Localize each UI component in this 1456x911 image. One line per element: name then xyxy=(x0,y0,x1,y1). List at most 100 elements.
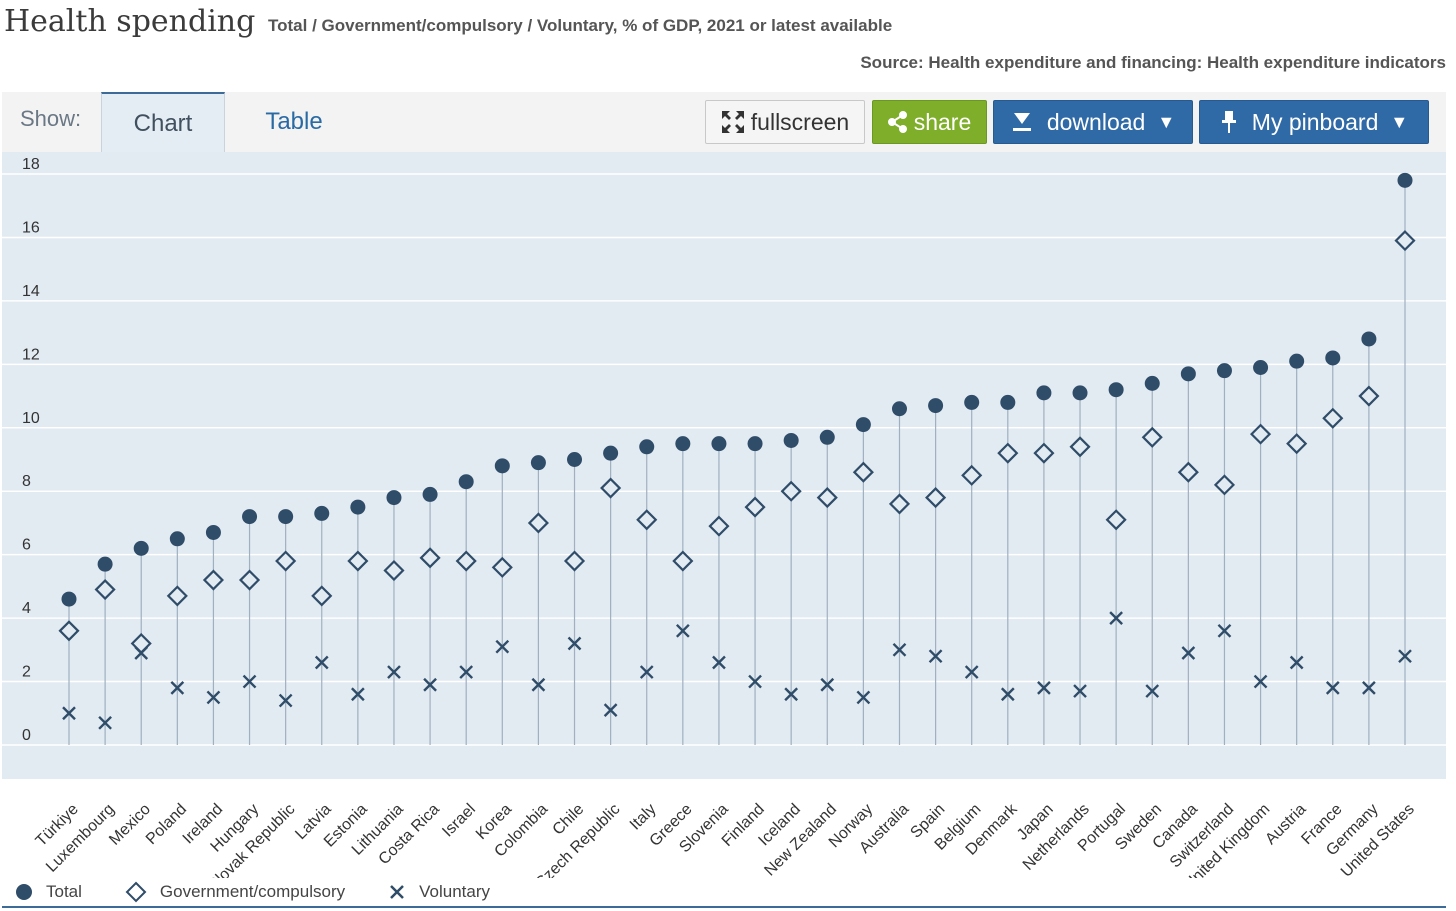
government-point xyxy=(491,556,513,578)
government-point xyxy=(1105,509,1127,531)
government-point xyxy=(744,496,766,518)
government-point xyxy=(1141,426,1163,448)
voluntary-point xyxy=(278,693,293,708)
total-point xyxy=(61,591,77,607)
y-tick-label: 10 xyxy=(22,410,40,427)
y-tick-label: 14 xyxy=(22,283,40,300)
y-tick-label: 2 xyxy=(22,664,31,681)
government-point xyxy=(1250,423,1272,445)
voluntary-point xyxy=(98,715,112,730)
government-point xyxy=(1033,442,1055,464)
pin-icon xyxy=(1220,110,1238,134)
total-point xyxy=(97,556,113,572)
share-label: share xyxy=(913,109,972,135)
government-point xyxy=(1069,436,1091,458)
voluntary-point xyxy=(1109,611,1123,625)
source-link[interactable]: Source: Health expenditure and financing… xyxy=(860,53,1446,72)
government-point xyxy=(202,569,224,591)
total-point xyxy=(1325,350,1341,366)
voluntary-point xyxy=(242,674,257,689)
government-point xyxy=(780,480,802,502)
voluntary-point xyxy=(928,649,943,664)
fullscreen-icon xyxy=(721,110,745,134)
total-point xyxy=(639,439,655,455)
chart-subtitle: Total / Government/compulsory / Voluntar… xyxy=(268,16,893,35)
voluntary-point xyxy=(387,665,401,679)
voluntary-point xyxy=(820,677,835,692)
total-point xyxy=(711,436,727,452)
voluntary-point xyxy=(748,674,762,689)
chart-title: Health spending xyxy=(4,4,256,39)
voluntary-point xyxy=(531,677,546,692)
total-point xyxy=(928,398,944,414)
pinboard-button[interactable]: My pinboard ▼ xyxy=(1199,100,1429,144)
government-point xyxy=(961,464,983,486)
voluntary-point xyxy=(964,665,979,679)
government-point xyxy=(1322,407,1344,429)
government-point xyxy=(275,550,297,572)
voluntary-point xyxy=(603,703,618,717)
total-point xyxy=(530,455,546,471)
government-point xyxy=(166,585,188,607)
tab-chart[interactable]: Chart xyxy=(101,92,225,152)
legend-item-government[interactable]: Government/compulsory xyxy=(124,880,345,904)
total-point xyxy=(819,429,835,445)
government-point xyxy=(238,569,261,591)
legend-item-total[interactable]: Total xyxy=(14,882,82,902)
voluntary-point xyxy=(1325,681,1340,695)
government-point xyxy=(527,512,549,534)
government-point xyxy=(347,550,369,572)
government-point xyxy=(672,550,694,572)
voluntary-point xyxy=(351,687,365,702)
total-point xyxy=(1000,394,1016,410)
plot-area xyxy=(2,152,1446,779)
voluntary-point xyxy=(675,623,690,638)
diamond-marker-icon xyxy=(125,881,147,903)
total-point xyxy=(1072,385,1088,401)
download-button[interactable]: download ▼ xyxy=(993,100,1193,144)
legend-item-voluntary[interactable]: Voluntary xyxy=(387,882,490,902)
y-tick-label: 16 xyxy=(22,219,40,236)
government-point xyxy=(600,477,622,499)
total-point xyxy=(133,540,149,556)
government-point xyxy=(419,547,441,569)
government-point xyxy=(130,632,152,655)
total-point xyxy=(1216,363,1232,379)
total-point xyxy=(494,458,510,474)
download-label: download xyxy=(1046,109,1146,135)
total-point xyxy=(747,436,763,452)
legend-label: Voluntary xyxy=(419,882,490,901)
y-tick-label: 18 xyxy=(22,156,40,173)
government-point xyxy=(455,550,477,572)
chart-toolbar: Show: Chart Table fullscreen xyxy=(2,92,1446,154)
voluntary-point xyxy=(206,690,221,705)
x-tick-label: Mexico xyxy=(106,801,154,849)
voluntary-point xyxy=(1181,646,1196,660)
y-tick-label: 12 xyxy=(22,346,40,363)
total-point xyxy=(783,432,799,448)
voluntary-point xyxy=(170,681,185,695)
voluntary-point xyxy=(856,690,871,705)
download-icon xyxy=(1011,110,1033,134)
share-button[interactable]: share xyxy=(872,100,987,144)
voluntary-point xyxy=(423,677,437,692)
x-tick-label: Poland xyxy=(143,801,190,848)
voluntary-point xyxy=(1253,674,1268,689)
total-point xyxy=(169,531,185,547)
voluntary-point xyxy=(892,642,907,657)
government-point xyxy=(1358,385,1380,407)
x-tick-label: Israel xyxy=(439,801,479,841)
voluntary-point xyxy=(784,687,799,702)
chevron-down-icon: ▼ xyxy=(1157,112,1176,132)
chevron-down-icon: ▼ xyxy=(1390,112,1409,132)
total-point xyxy=(603,445,619,461)
voluntary-point xyxy=(712,655,726,670)
tab-table[interactable]: Table xyxy=(265,108,323,135)
government-point xyxy=(1286,433,1308,455)
total-point xyxy=(314,505,330,521)
government-point xyxy=(708,515,730,537)
government-point xyxy=(816,487,838,509)
pinboard-label: My pinboard xyxy=(1251,109,1379,135)
government-point xyxy=(1213,474,1236,496)
fullscreen-button[interactable]: fullscreen xyxy=(705,100,865,144)
